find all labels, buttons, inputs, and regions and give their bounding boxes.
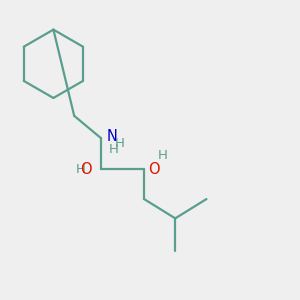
Text: N: N (107, 129, 118, 144)
Text: O: O (148, 162, 160, 177)
Text: H: H (109, 142, 119, 156)
Text: H: H (114, 136, 124, 150)
Text: H: H (76, 163, 86, 176)
Text: O: O (80, 162, 92, 177)
Text: H: H (158, 149, 168, 162)
